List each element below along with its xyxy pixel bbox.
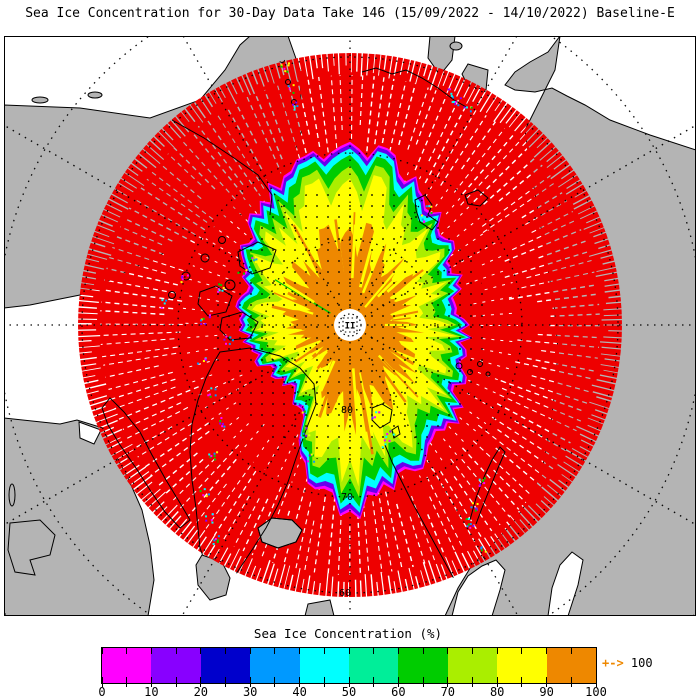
colorbar-tick: [150, 648, 152, 654]
colorbar-tick-label-10: 10: [144, 685, 159, 699]
colorbar-tick: [546, 683, 548, 687]
colorbar-tick-label-50: 50: [341, 685, 357, 699]
colorbar-tick: [274, 677, 276, 683]
colorbar-tick: [200, 683, 202, 687]
colorbar-tick: [447, 683, 449, 687]
colorbar-tick: [348, 683, 350, 687]
colorbar-tick: [126, 683, 128, 687]
colorbar-tick: [397, 683, 399, 687]
colorbar-tick: [521, 677, 523, 683]
colorbar-tick: [521, 648, 523, 654]
colorbar-tick: [126, 648, 128, 654]
graticule-label-60: 60: [339, 588, 351, 599]
overflow-value: 100: [630, 656, 653, 670]
colorbar-tick: [546, 677, 548, 683]
colorbar-tick: [595, 677, 597, 683]
colorbar-tick: [373, 648, 375, 654]
colorbar-tick: [397, 648, 399, 654]
colorbar-tick: [175, 683, 177, 687]
pole-marker: II: [345, 322, 356, 332]
colorbar-tick-label-100: 100: [585, 685, 607, 699]
colorbar-tick: [299, 648, 301, 654]
colorbar-tick: [595, 648, 597, 654]
colorbar-tick: [447, 648, 449, 654]
colorbar-tick: [225, 683, 226, 687]
colorbar-tick-label-20: 20: [193, 685, 209, 699]
colorbar-tick: [472, 677, 473, 683]
colorbar-tick: [175, 648, 177, 654]
colorbar-tick: [422, 683, 424, 687]
colorbar-outer-ticks: [101, 683, 597, 688]
colorbar-tick: [496, 648, 498, 654]
colorbar-tick: [348, 648, 350, 654]
colorbar-tick: [225, 648, 226, 654]
colorbar-tick: [570, 648, 572, 654]
chart-title: Sea Ice Concentration for 30-Day Data Ta…: [25, 6, 675, 21]
colorbar-tick: [447, 677, 449, 683]
graticule-label-80: 80: [341, 405, 353, 416]
colorbar-tick: [126, 677, 128, 683]
colorbar-tick: [373, 677, 375, 683]
colorbar-tick: [348, 677, 350, 683]
colorbar-tick: [200, 677, 202, 683]
colorbar-tick: [472, 683, 473, 687]
colorbar-tick: [496, 683, 498, 687]
colorbar-tick-label-0: 0: [98, 685, 106, 699]
colorbar-tick: [225, 677, 226, 683]
colorbar-tick-label-30: 30: [242, 685, 258, 699]
colorbar-tick: [323, 648, 325, 654]
colorbar-tick: [570, 677, 572, 683]
colorbar-tick: [101, 677, 103, 683]
colorbar-tick: [150, 677, 152, 683]
colorbar-tick-label-80: 80: [489, 685, 505, 699]
colorbar-tick-label-90: 90: [539, 685, 554, 699]
colorbar-tick: [101, 683, 103, 687]
colorbar-tick: [249, 683, 251, 687]
colorbar-tick: [422, 648, 424, 654]
colorbar-tick: [101, 648, 103, 654]
colorbar-tick: [299, 677, 301, 683]
colorbar-tick-label-40: 40: [292, 685, 307, 699]
colorbar-tick: [274, 648, 276, 654]
colorbar-tick: [323, 683, 325, 687]
colorbar-tick: [150, 683, 152, 687]
graticule-label-70: 70: [341, 492, 353, 503]
colorbar: [101, 647, 597, 684]
colorbar-tick-label-70: 70: [440, 685, 456, 699]
colorbar-tick: [595, 683, 597, 687]
colorbar-tick: [200, 648, 202, 654]
colorbar-tick: [422, 677, 424, 683]
colorbar-tick: [373, 683, 375, 687]
colorbar-tick: [323, 677, 325, 683]
overflow-arrow-symbol: +->: [602, 656, 624, 670]
colorbar-tick: [397, 677, 399, 683]
colorbar-tick: [274, 683, 276, 687]
colorbar-tick: [496, 677, 498, 683]
colorbar-tick: [570, 683, 572, 687]
colorbar-tick: [299, 683, 301, 687]
colorbar-tick-labels: 0 10 20 30 40 50 60 70 80 90 100: [0, 685, 700, 699]
colorbar-tick-label-60: 60: [391, 685, 406, 699]
colorbar-tick: [546, 648, 548, 654]
colorbar-tick: [521, 683, 523, 687]
colorbar-overflow-annotation: +-> 100: [602, 656, 653, 670]
colorbar-tick: [472, 648, 473, 654]
colorbar-tick: [249, 648, 251, 654]
colorbar-tick: [249, 677, 251, 683]
colorbar-title: Sea Ice Concentration (%): [253, 626, 443, 641]
colorbar-tick: [175, 677, 177, 683]
